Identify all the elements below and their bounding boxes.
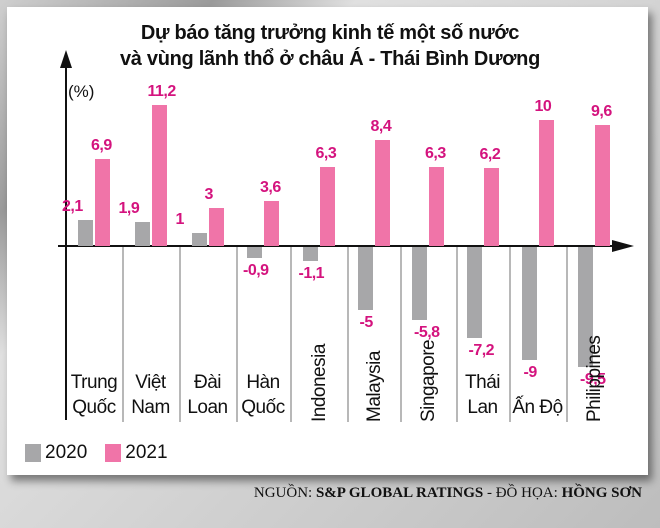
- value-label-2021: 3,6: [260, 178, 281, 196]
- title-line-2: và vùng lãnh thổ ở châu Á - Thái Bình Dư…: [119, 48, 541, 70]
- value-label-2021: 3: [204, 186, 214, 204]
- category-label: Việt Nam: [122, 370, 179, 420]
- category-label-line-2: Loan: [187, 397, 228, 418]
- source-name: S&P GLOBAL RATINGS: [315, 485, 484, 501]
- legend-label-2021: 2021: [125, 442, 168, 463]
- category-label: Trung Quốc: [66, 370, 122, 420]
- group-separator: [400, 247, 402, 422]
- chart-title: Dự báo tăng trưởng kinh tế một số nước v…: [0, 20, 660, 72]
- source-prefix: NGUỒN:: [253, 485, 316, 501]
- value-label-2021: 9,6: [591, 103, 612, 121]
- bar-2021: [319, 166, 335, 246]
- x-axis-arrow-icon: [612, 240, 634, 252]
- category-label: Indonesia: [308, 344, 330, 422]
- group-separator: [347, 247, 349, 422]
- source-credit: NGUỒN: S&P GLOBAL RATINGS - ĐỒ HỌA: HỒNG…: [254, 485, 642, 502]
- value-label-2021: 6,3: [425, 144, 446, 162]
- bar-2021: [95, 159, 110, 246]
- bar-2020: [578, 247, 593, 367]
- category-label-line-1: Trung: [70, 372, 118, 393]
- bar-2020: [302, 247, 318, 261]
- bar-2021: [429, 166, 444, 246]
- category-label-line-2: Quốc: [241, 397, 285, 418]
- bar-2021: [538, 120, 554, 246]
- value-label-2021: 10: [534, 98, 552, 115]
- y-axis-unit: (%): [68, 82, 95, 101]
- legend-item-2021: 2021: [105, 442, 168, 464]
- legend-swatch-2021: [105, 444, 122, 462]
- category-label: Philippines: [584, 335, 605, 422]
- bar-2020: [247, 247, 262, 259]
- value-label-2021: 8,4: [370, 118, 392, 136]
- bar-2021: [264, 200, 279, 246]
- group-separator: [179, 247, 181, 422]
- legend: 2020 2021: [25, 442, 186, 464]
- source-separator: - ĐỒ HỌA:: [483, 485, 562, 501]
- bar-2020: [412, 247, 427, 321]
- bar-2021: [208, 208, 224, 246]
- bar-2021: [374, 140, 390, 246]
- value-label-2020: -5: [359, 314, 374, 331]
- category-label-line-2: Nam: [131, 397, 170, 418]
- bar-2020: [521, 247, 537, 361]
- value-label-2021: 6,2: [479, 145, 501, 163]
- legend-label-2020: 2020: [45, 442, 88, 463]
- bar-2020: [357, 247, 373, 310]
- category-label: Hàn Quốc: [236, 370, 290, 420]
- bar-2020: [134, 222, 150, 246]
- category-label-line-1: Thái: [465, 372, 500, 393]
- legend-item-2020: 2020: [25, 442, 87, 464]
- category-label: Malaysia: [363, 351, 385, 422]
- category-label-line-2: Lan: [467, 397, 498, 418]
- category-label: Đài Loan: [179, 370, 236, 420]
- group-separator: [290, 247, 292, 422]
- group-separator: [122, 247, 124, 422]
- category-label: Ấn Độ: [512, 397, 563, 418]
- value-label-2020: -5,8: [414, 324, 440, 342]
- category-label: Thái Lan: [456, 370, 509, 420]
- value-label-2020: 1: [175, 211, 185, 229]
- value-label-2020: -9,5: [580, 370, 606, 388]
- graphic-author: HỒNG SƠN: [561, 485, 642, 501]
- category-label-line-2: Quốc: [72, 397, 116, 418]
- group-separator: [566, 247, 568, 422]
- legend-swatch-2020: [25, 444, 41, 462]
- value-label-2020: -7,2: [468, 341, 495, 359]
- y-axis: [65, 60, 67, 420]
- bar-2020: [191, 233, 207, 246]
- y-axis-arrow-icon: [60, 50, 72, 68]
- group-separator: [236, 247, 238, 422]
- bar-2021: [483, 167, 499, 246]
- bar-2021: [595, 125, 610, 246]
- bar-2020: [466, 247, 482, 338]
- bar-2021: [151, 104, 167, 246]
- category-label-line-1: Hàn: [246, 372, 280, 393]
- bar-2020: [78, 219, 93, 246]
- value-label-2020: 2,1: [62, 197, 83, 215]
- value-label-2020: -9: [523, 364, 538, 382]
- value-label-2021: 6,3: [315, 144, 337, 162]
- value-label-2020: 1,9: [118, 200, 140, 218]
- group-separator: [456, 247, 458, 422]
- value-label-2020: -1,1: [298, 264, 325, 282]
- value-label-2020: -0,9: [243, 262, 269, 280]
- title-line-1: Dự báo tăng trưởng kinh tế một số nước: [140, 22, 520, 44]
- category-label: Singapore: [418, 339, 439, 422]
- value-label-2021: 6,9: [91, 137, 112, 155]
- category-label-line-1: Việt: [135, 372, 166, 393]
- value-label-2021: 11,2: [147, 82, 177, 100]
- x-axis: [58, 245, 618, 247]
- group-separator: [509, 247, 511, 422]
- category-label-line-1: Đài: [193, 372, 222, 393]
